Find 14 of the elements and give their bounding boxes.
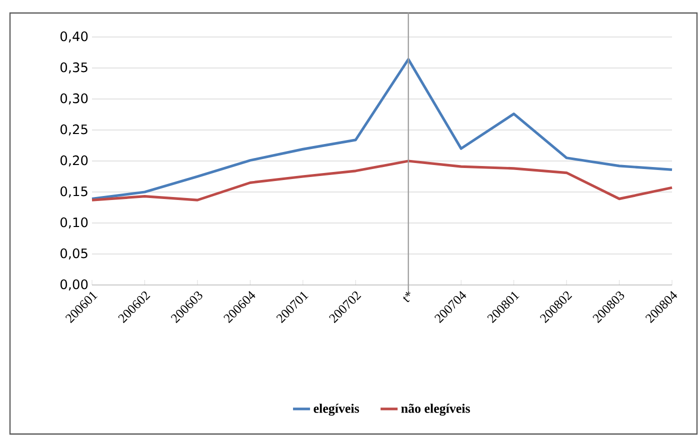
legend-label: não elegíveis bbox=[401, 404, 470, 416]
y-tick-label: 0,00 bbox=[60, 279, 88, 291]
line-series bbox=[90, 160, 674, 202]
legend-label: elegíveis bbox=[314, 404, 360, 416]
y-tick-label: 0,05 bbox=[60, 248, 88, 260]
line-series bbox=[90, 58, 674, 200]
y-tick-label: 0,25 bbox=[60, 124, 88, 136]
y-tick-label: 0,35 bbox=[60, 62, 88, 74]
y-tick-label: 0,30 bbox=[60, 93, 88, 105]
y-tick-label: 0,40 bbox=[60, 31, 88, 43]
y-tick-label: 0,10 bbox=[60, 217, 88, 229]
y-tick-label: 0,20 bbox=[60, 155, 88, 167]
x-tick-label: t* bbox=[403, 291, 410, 302]
y-tick-label: 0,15 bbox=[60, 186, 88, 198]
